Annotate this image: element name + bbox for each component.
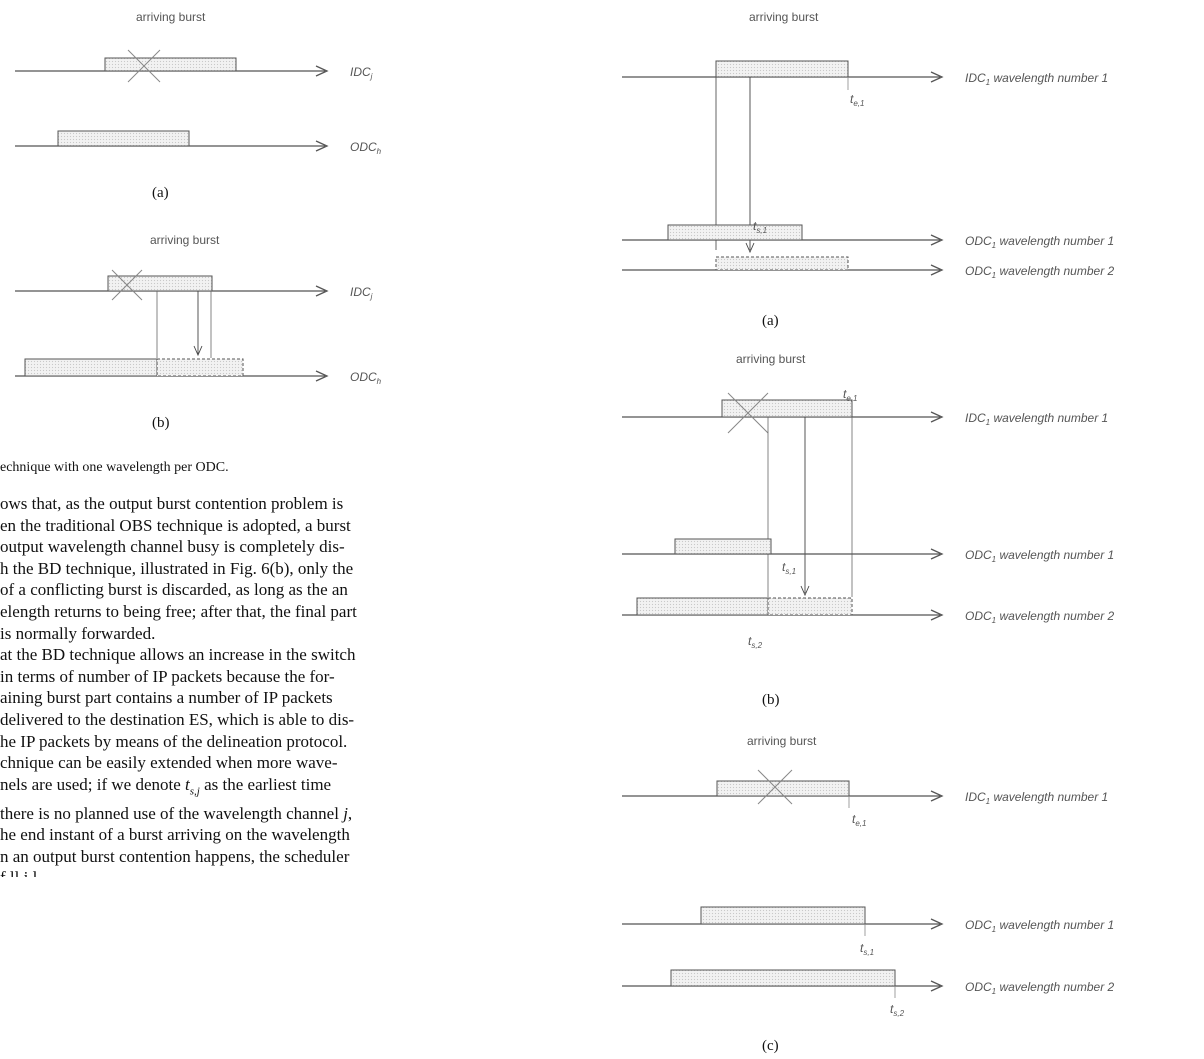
right-a-ts1: ts,1 (753, 219, 767, 235)
math-j: j (343, 803, 348, 823)
text-line-with-math: there is no planned use of the wavelengt… (0, 803, 353, 823)
right-c-odc2-label: ODC1 wavelength number 2 (965, 980, 1115, 996)
right-c-odc1-label: ODC1 wavelength number 1 (965, 918, 1114, 934)
text-line: he end instant of a burst arriving on th… (0, 825, 350, 845)
right-a-odc2-label: ODC1 wavelength number 2 (965, 264, 1115, 280)
left-b-odc-label: ODCh (350, 370, 382, 386)
text-line-with-math: nels are used; if we denote ts,j as the … (0, 774, 332, 798)
text-line: en the traditional OBS technique is adop… (0, 515, 351, 535)
text-line: elength returns to being free; after tha… (0, 601, 357, 621)
right-panel-c (622, 769, 944, 998)
text-line: ows that, as the output burst contention… (0, 494, 344, 513)
left-b-idc-label: IDCj (350, 285, 373, 301)
text-line: aining burst part contains a number of I… (0, 688, 333, 708)
right-b-burst-label: arriving burst (736, 352, 806, 366)
right-panel-a (622, 60, 944, 276)
right-b-odc2-label: ODC1 wavelength number 2 (965, 609, 1115, 625)
right-caption-a: (a) (762, 313, 779, 329)
figure-caption: echnique with one wavelength per ODC. (0, 460, 229, 475)
math-tsj: ts,j (185, 774, 200, 798)
text-line-clipped: f ll i l (0, 867, 602, 877)
right-c-ts1: ts,1 (860, 941, 874, 957)
right-b-odc1-label: ODC1 wavelength number 1 (965, 548, 1114, 564)
left-panel-b (15, 269, 329, 382)
right-panel-b (622, 392, 944, 621)
text-line: h the BD technique, illustrated in Fig. … (0, 558, 354, 578)
left-a-odc-label: ODCh (350, 140, 382, 156)
right-a-odc1-label: ODC1 wavelength number 1 (965, 234, 1114, 250)
text-line: chnique can be easily extended when more… (0, 753, 338, 773)
right-b-idc-label: IDC1 wavelength number 1 (965, 411, 1108, 427)
right-c-te1: te,1 (852, 812, 866, 828)
text-line: in terms of number of IP packets because… (0, 666, 335, 686)
left-a-idc-label: IDCj (350, 65, 373, 81)
text-line: output wavelength channel busy is comple… (0, 537, 345, 557)
text-line: he IP packets by means of the delineatio… (0, 731, 348, 751)
right-a-te1: te,1 (850, 92, 864, 108)
text-line: is normally forwarded. (0, 623, 156, 643)
text-line: at the BD technique allows an increase i… (0, 645, 356, 665)
left-a-burst-label: arriving burst (136, 10, 206, 24)
right-a-idc-label: IDC1 wavelength number 1 (965, 71, 1108, 87)
text-line: of a conflicting burst is discarded, as … (0, 580, 348, 600)
text-line: delivered to the destination ES, which i… (0, 709, 355, 729)
right-c-burst-label: arriving burst (747, 734, 817, 748)
right-b-te1: te,1 (843, 387, 857, 403)
left-b-burst-label: arriving burst (150, 233, 220, 247)
right-c-idc-label: IDC1 wavelength number 1 (965, 790, 1108, 806)
right-c-ts2: ts,2 (890, 1002, 905, 1018)
left-caption-a: (a) (152, 185, 169, 201)
left-caption-b: (b) (152, 415, 170, 431)
right-a-burst-label: arriving burst (749, 10, 819, 24)
right-b-ts1: ts,1 (782, 560, 796, 576)
body-text: ows that, as the output burst contention… (0, 493, 602, 877)
right-b-ts2: ts,2 (748, 634, 763, 650)
right-caption-b: (b) (762, 692, 780, 708)
right-caption-c: (c) (762, 1038, 779, 1054)
left-panel-a (15, 49, 329, 152)
text-line: n an output burst contention happens, th… (0, 846, 350, 866)
